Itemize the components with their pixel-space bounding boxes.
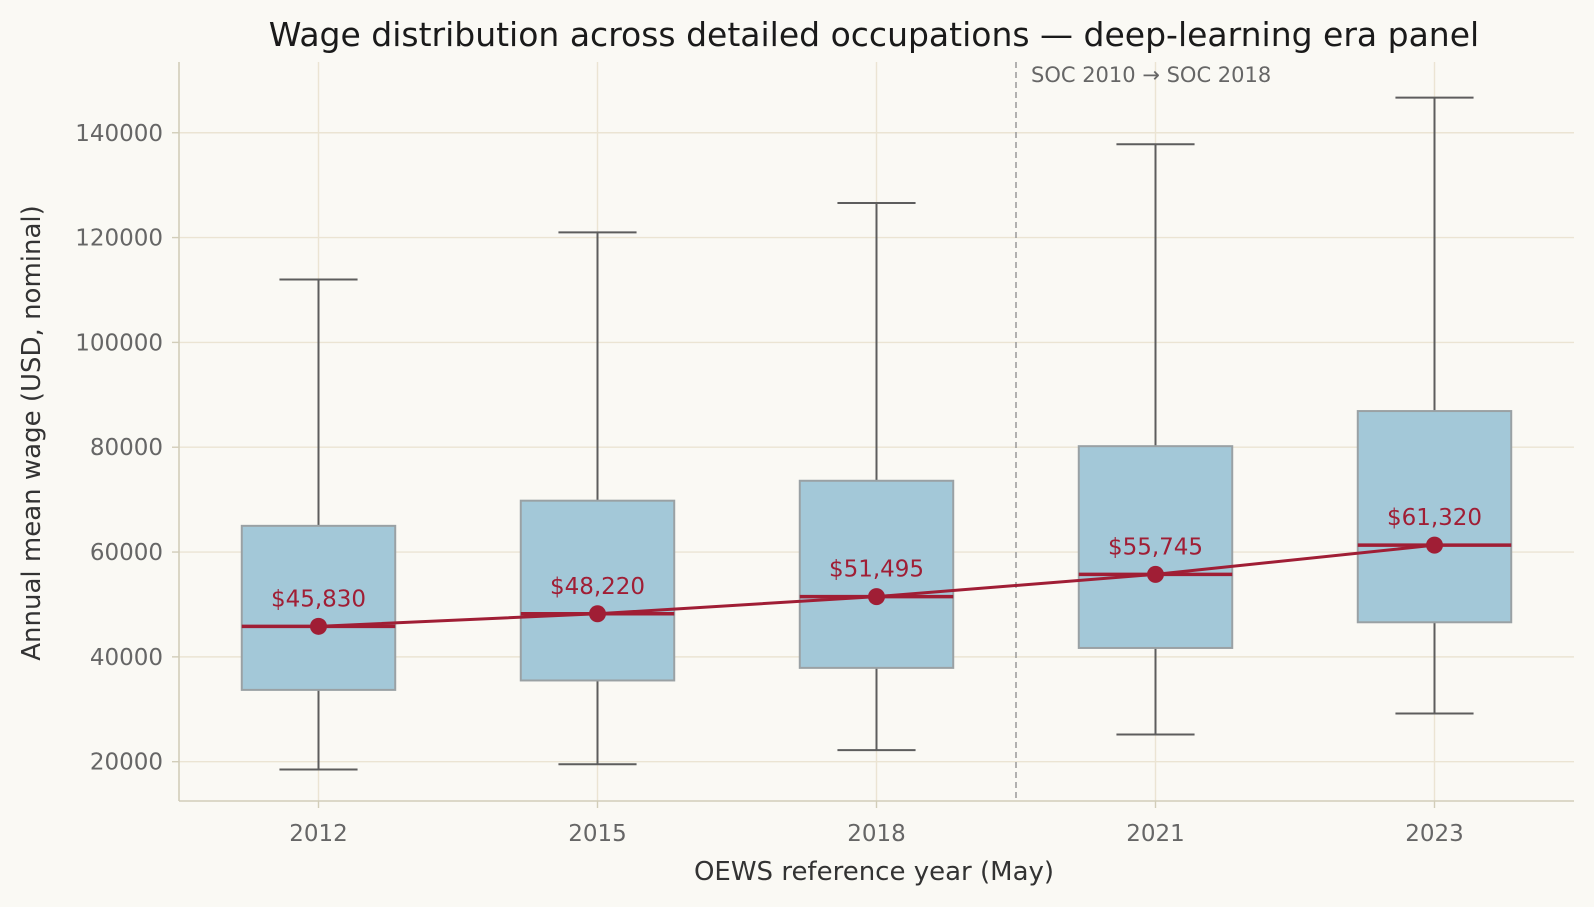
y-tick-label: 140000 xyxy=(75,121,163,147)
interquartile-box xyxy=(240,524,397,691)
y-tick-label: 40000 xyxy=(90,645,163,671)
box-2023 xyxy=(1356,96,1513,715)
x-tick-label: 2021 xyxy=(1126,821,1185,847)
median-value-label: $51,495 xyxy=(829,557,924,583)
median-value-label: $48,220 xyxy=(550,574,645,600)
box-2021 xyxy=(1077,143,1234,736)
median-point xyxy=(310,617,327,635)
box-2018 xyxy=(798,201,955,752)
soc-transition-annotation: SOC 2010 → SOC 2018 xyxy=(1015,62,1271,801)
median-point xyxy=(1147,565,1164,583)
x-tick-label: 2023 xyxy=(1405,821,1464,847)
median-point xyxy=(1426,536,1443,554)
interquartile-box xyxy=(519,499,676,682)
y-tick-label: 120000 xyxy=(75,226,163,252)
soc-transition-label: SOC 2010 → SOC 2018 xyxy=(1031,63,1271,87)
axes: 20000 40000 60000 80000 100000 120000 140000 20… xyxy=(75,62,1574,847)
y-tick-label: 80000 xyxy=(90,435,163,461)
chart-title: Wage distribution across detailed occupa… xyxy=(269,15,1479,54)
median-trend-series: $45,830 $48,220 $51,495 $55,745 $61,320 xyxy=(271,505,1482,635)
median-point xyxy=(589,605,606,623)
y-tick-label: 60000 xyxy=(90,540,163,566)
box-series xyxy=(240,96,1513,771)
x-tick-label: 2012 xyxy=(289,821,348,847)
interquartile-box xyxy=(1356,410,1513,624)
median-value-label: $61,320 xyxy=(1387,505,1482,531)
interquartile-box xyxy=(1077,445,1234,649)
median-value-label: $45,830 xyxy=(271,586,366,612)
x-tick-label: 2015 xyxy=(568,821,627,847)
box-2015 xyxy=(519,231,676,766)
x-axis-title: OEWS reference year (May) xyxy=(694,857,1054,887)
median-point xyxy=(868,588,885,606)
y-axis-title: Annual mean wage (USD, nominal) xyxy=(17,205,47,661)
x-tick-label: 2018 xyxy=(847,821,906,847)
y-tick-label: 20000 xyxy=(90,750,163,776)
interquartile-box xyxy=(798,479,955,669)
y-tick-label: 100000 xyxy=(75,330,163,356)
median-value-label: $55,745 xyxy=(1108,534,1203,560)
